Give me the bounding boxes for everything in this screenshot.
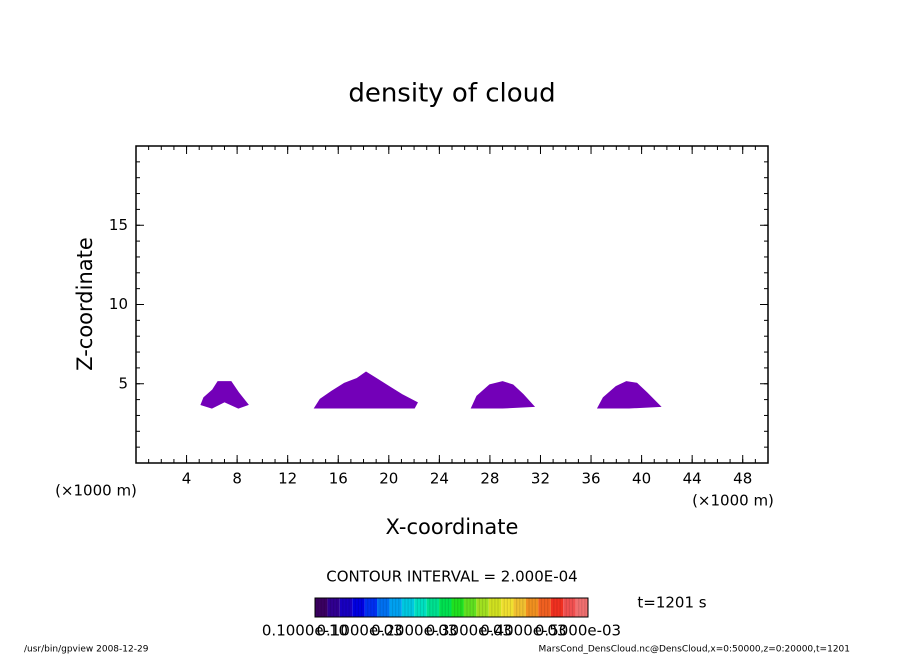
x-tick-label: 24 (430, 470, 449, 488)
x-tick-label: 8 (232, 470, 242, 488)
plot-frame (135, 145, 769, 464)
x-tick-label: 32 (531, 470, 550, 488)
x-axis-label: X-coordinate (386, 515, 519, 539)
colorbar-label: 0.2000e-03 (371, 622, 457, 640)
y-axis-label: Z-coordinate (73, 237, 97, 371)
contour-interval: CONTOUR INTERVAL = 2.000E-04 (326, 568, 577, 586)
colorbar-label: 0.1000e-10 (262, 622, 348, 640)
time-label: t=1201 s (637, 594, 706, 612)
colorbar-frame (314, 597, 589, 618)
footer-left: /usr/bin/gpview 2008-12-29 (24, 645, 149, 654)
x-unit-right: (×1000 m) (692, 492, 774, 510)
colorbar-label: 0.3000e-03 (426, 622, 512, 640)
cloud-region (200, 381, 249, 409)
y-tick-label: 15 (109, 216, 128, 234)
cloud-region (596, 381, 662, 409)
colorbar-label: 0.5000e-03 (535, 622, 621, 640)
cloud-region (313, 371, 418, 409)
x-tick-label: 20 (379, 470, 398, 488)
colorbar-label: 0.1000e-03 (316, 622, 402, 640)
chart-title: density of cloud (348, 79, 555, 109)
x-tick-label: 4 (182, 470, 192, 488)
y-tick-label: 10 (109, 295, 128, 313)
footer-right: MarsCond_DensCloud.nc@DensCloud,x=0:5000… (539, 645, 851, 654)
x-tick-label: 40 (632, 470, 651, 488)
cloud-region (470, 381, 536, 409)
x-tick-label: 36 (581, 470, 600, 488)
x-tick-label: 48 (733, 470, 752, 488)
y-tick-label: 5 (118, 374, 128, 392)
x-tick-label: 12 (278, 470, 297, 488)
colorbar-label: 0.4000e-03 (480, 622, 566, 640)
x-tick-label: 28 (480, 470, 499, 488)
x-tick-label: 16 (329, 470, 348, 488)
x-unit-left: (×1000 m) (55, 482, 137, 500)
x-tick-label: 44 (683, 470, 702, 488)
